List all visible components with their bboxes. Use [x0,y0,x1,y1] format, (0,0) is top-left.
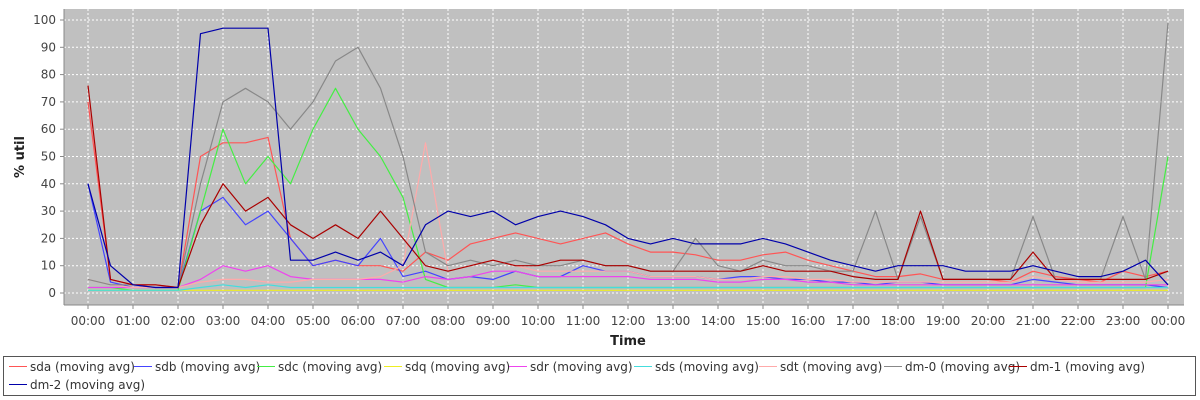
legend-item: sdr (moving avg) [509,359,633,375]
x-tick-labels: 00:00 01:00 02:00 03:00 04:00 05:00 06:00 07:00… [71,305,1186,328]
x-tick-label: 06:00 [341,314,376,328]
y-tick-label: 60 [41,122,56,136]
legend-label: sdr (moving avg) [530,360,633,374]
series-line-6 [87,142,1169,289]
legend-swatch [384,366,402,367]
legend-swatch [1009,366,1027,367]
legend-label: sda (moving avg) [30,360,135,374]
x-tick-label: 00:00 [71,314,106,328]
legend-item: dm-2 (moving avg) [9,377,145,393]
legend-label: sdb (moving avg) [155,360,261,374]
x-tick-label: 19:00 [926,314,961,328]
legend-label: dm-0 (moving avg) [905,360,1021,374]
x-tick-label: 05:00 [296,314,331,328]
y-tick-label: 10 [41,259,56,273]
x-tick-label: 16:00 [791,314,826,328]
x-tick-label: 14:00 [701,314,736,328]
x-tick-label: 18:00 [881,314,916,328]
x-tick-label: 11:00 [566,314,601,328]
x-tick-label: 20:00 [971,314,1006,328]
x-tick-label: 09:00 [476,314,511,328]
x-tick-label: 23:00 [1106,314,1141,328]
legend-swatch [509,366,527,367]
x-axis-title: Time [610,334,646,349]
x-tick-label: 02:00 [161,314,196,328]
y-tick-label: 100 [33,13,56,27]
legend-item: sdb (moving avg) [134,359,260,375]
x-tick-label: 10:00 [521,314,556,328]
legend-item: sdt (moving avg) [759,359,882,375]
y-tick-label: 0 [48,286,56,300]
chart-area: 0 10 20 30 40 50 60 70 80 90 100 00:00 01:00 02:00 03… [13,9,1186,349]
legend-swatch [9,366,27,367]
legend-item: sdq (moving avg) [384,359,510,375]
legend-label: dm-1 (moving avg) [1030,360,1146,374]
legend-item: dm-0 (moving avg) [884,359,1020,375]
x-tick-label: 00:00 [1151,314,1186,328]
y-tick-label: 50 [41,150,56,164]
legend-swatch [759,366,777,367]
x-tick-label: 15:00 [746,314,781,328]
y-tick-label: 80 [41,68,56,82]
x-tick-label: 07:00 [386,314,421,328]
y-tick-label: 20 [41,231,56,245]
series-line-8 [87,85,1169,289]
x-tick-label: 08:00 [431,314,466,328]
x-tick-label: 13:00 [656,314,691,328]
x-tick-label: 12:00 [611,314,646,328]
legend-label: dm-2 (moving avg) [30,378,146,392]
legend: sda (moving avg) sdb (moving avg) sdc (mov… [3,356,1196,396]
y-tick-label: 90 [41,40,56,54]
legend-item: sds (moving avg) [634,359,759,375]
series-lines [87,22,1169,291]
legend-swatch [884,366,902,367]
legend-item: sda (moving avg) [9,359,135,375]
y-axis-title: % util [13,136,28,178]
legend-swatch [634,366,652,367]
y-tick-labels: 0 10 20 30 40 50 60 70 80 90 100 [33,13,64,300]
x-tick-label: 01:00 [116,314,151,328]
series-line-4 [88,265,1168,289]
x-tick-label: 03:00 [206,314,241,328]
series-line-9 [87,27,1169,289]
series-line-5 [88,284,1168,291]
x-tick-label: 21:00 [1016,314,1051,328]
legend-swatch [134,366,152,367]
y-tick-label: 40 [41,177,56,191]
x-tick-label: 04:00 [251,314,286,328]
legend-label: sds (moving avg) [655,360,759,374]
legend-item: sdc (moving avg) [257,359,382,375]
legend-swatch [9,384,27,385]
y-tick-label: 70 [41,95,56,109]
legend-swatch [257,366,275,367]
legend-label: sdt (moving avg) [780,360,883,374]
y-tick-label: 30 [41,204,56,218]
legend-item: dm-1 (moving avg) [1009,359,1145,375]
x-tick-label: 17:00 [836,314,871,328]
legend-label: sdq (moving avg) [405,360,511,374]
x-tick-label: 22:00 [1061,314,1096,328]
legend-label: sdc (moving avg) [278,360,383,374]
